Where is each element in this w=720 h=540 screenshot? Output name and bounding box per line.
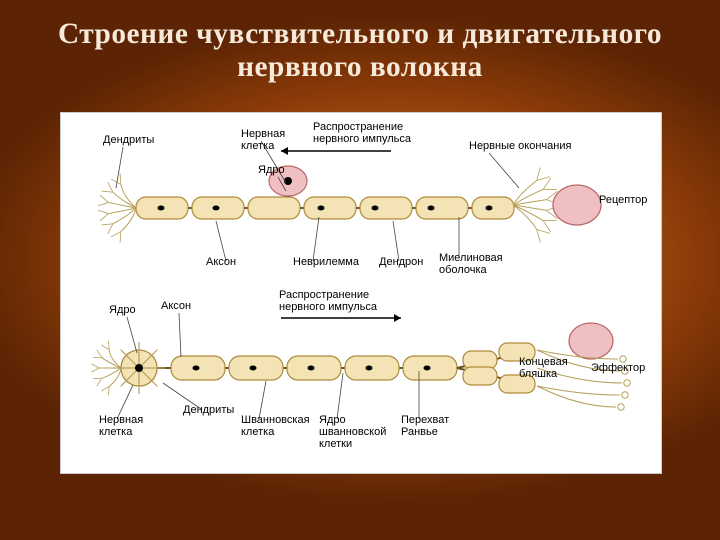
svg-text:Аксон: Аксон (161, 300, 191, 312)
title-line2: нервного волокна (0, 51, 720, 84)
svg-text:Нервнаяклетка: Нервнаяклетка (241, 128, 285, 152)
svg-text:Миелиноваяоболочка: Миелиноваяоболочка (439, 252, 503, 276)
svg-text:Распространениенервного импуль: Распространениенервного импульса (313, 121, 412, 145)
svg-text:Концеваябляшка: Концеваябляшка (519, 356, 568, 380)
svg-text:Нервные окончания: Нервные окончания (469, 140, 571, 152)
svg-text:Эффектор: Эффектор (591, 362, 645, 374)
slide-title: Строение чувствительного и двигательного… (0, 18, 720, 84)
svg-text:Шванновскаяклетка: Шванновскаяклетка (241, 414, 310, 438)
svg-text:Ядро: Ядро (109, 304, 136, 316)
diagram-svg: Распространениенервного импульса Дендриты… (61, 113, 661, 473)
svg-text:Рецептор: Рецептор (599, 194, 647, 206)
svg-text:Дендриты: Дендриты (103, 134, 154, 146)
svg-text:Дендрон: Дендрон (379, 256, 423, 268)
svg-text:Неврилемма: Неврилемма (293, 256, 360, 268)
figure-panel: Распространениенервного импульса Дендриты… (60, 112, 662, 474)
svg-text:Распространениенервного импуль: Распространениенервного импульса (279, 289, 378, 313)
svg-text:Ядрошванновскойклетки: Ядрошванновскойклетки (319, 414, 386, 450)
svg-text:Дендриты: Дендриты (183, 404, 234, 416)
svg-text:Ядро: Ядро (258, 164, 285, 176)
svg-text:Аксон: Аксон (206, 256, 236, 268)
svg-text:ПерехватРанвье: ПерехватРанвье (401, 414, 449, 438)
svg-text:Нервнаяклетка: Нервнаяклетка (99, 414, 143, 438)
title-line1: Строение чувствительного и двигательного (0, 18, 720, 51)
slide: Строение чувствительного и двигательного… (0, 0, 720, 540)
